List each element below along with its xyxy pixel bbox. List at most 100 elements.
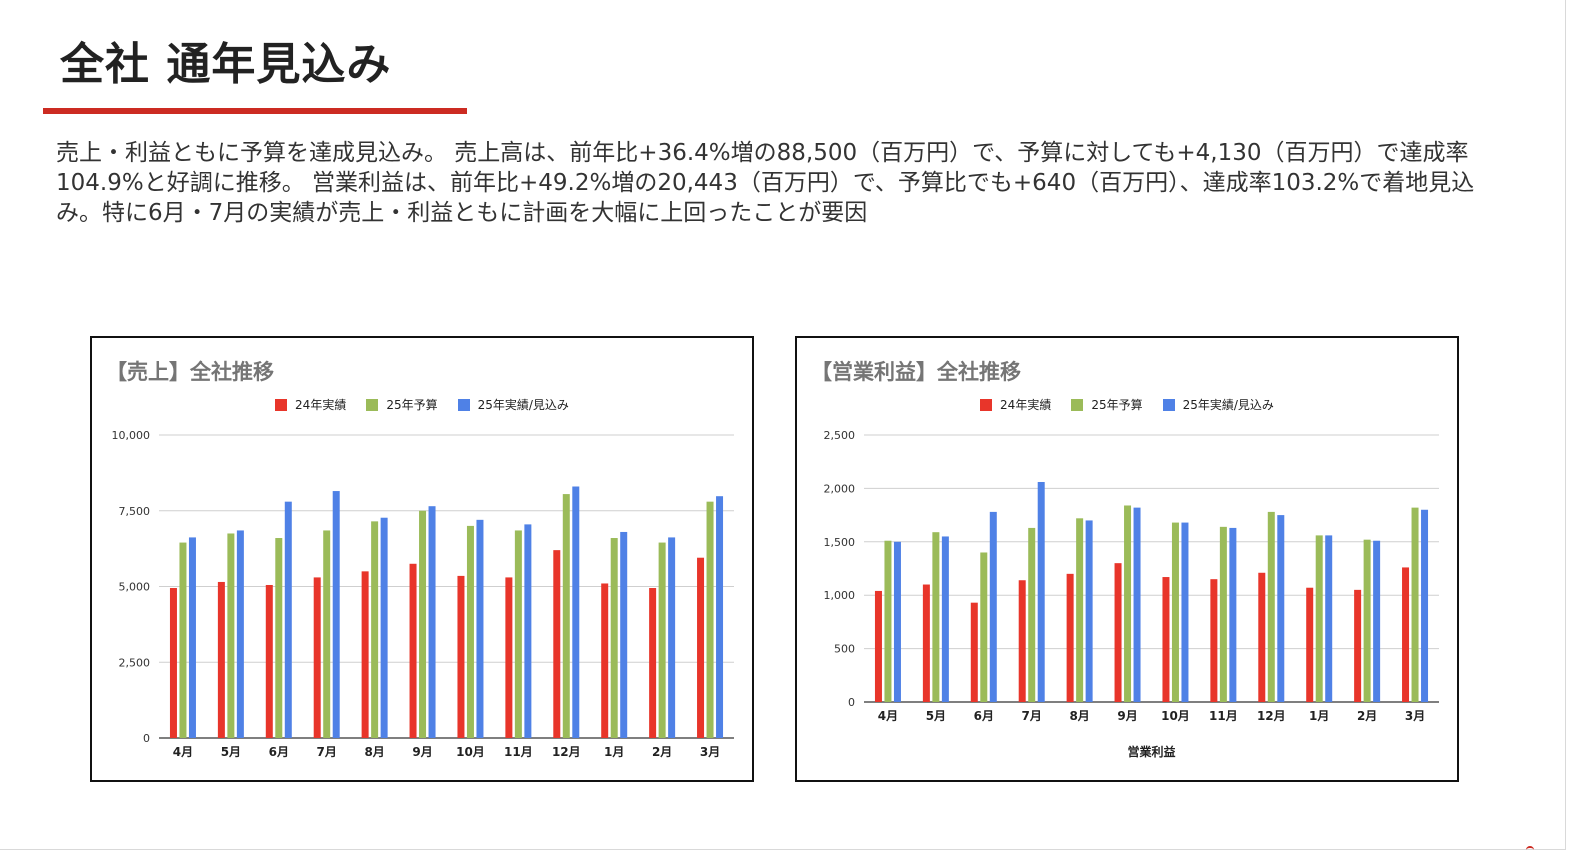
- bar: [428, 506, 436, 738]
- x-tick-label: 9月: [1117, 709, 1137, 723]
- bar: [313, 577, 321, 738]
- x-tick-label: 8月: [1069, 709, 1089, 723]
- bar: [716, 496, 724, 738]
- x-tick-label: 2月: [652, 745, 672, 759]
- bar: [1363, 539, 1371, 702]
- bar: [893, 541, 901, 702]
- bar: [188, 537, 196, 738]
- bar: [1210, 579, 1218, 702]
- bar: [874, 590, 882, 702]
- bar: [1411, 507, 1419, 702]
- bar: [1267, 511, 1275, 702]
- y-tick-label: 1,000: [824, 589, 856, 602]
- bar: [562, 494, 570, 738]
- bar: [419, 510, 427, 738]
- bar: [323, 530, 331, 738]
- corner-mark: [1526, 846, 1534, 854]
- legend-item: 24年実績: [980, 396, 1051, 413]
- bar: [466, 525, 474, 738]
- bar: [610, 538, 618, 738]
- legend-swatch: [275, 398, 288, 411]
- bar: [658, 542, 666, 738]
- bar: [236, 530, 244, 738]
- bar: [169, 588, 177, 738]
- bar: [932, 532, 940, 702]
- legend-item: 24年実績: [275, 396, 346, 413]
- y-tick-label: 500: [834, 643, 855, 656]
- x-tick-label: 10月: [456, 745, 485, 759]
- x-tick-label: 4月: [173, 745, 193, 759]
- x-tick-label: 12月: [1257, 709, 1286, 723]
- bar: [1037, 481, 1045, 702]
- legend-item: 25年予算: [366, 396, 438, 413]
- x-tick-label: 10月: [1161, 709, 1190, 723]
- bar: [1402, 567, 1410, 702]
- x-tick-label: 6月: [974, 709, 994, 723]
- bar: [524, 524, 532, 738]
- bar: [649, 588, 657, 738]
- bar: [1028, 527, 1036, 702]
- legend-item: 25年実績/見込み: [457, 396, 569, 413]
- bar: [284, 501, 292, 738]
- bar: [1219, 526, 1227, 702]
- legend-swatch: [980, 398, 993, 411]
- bar: [922, 584, 930, 702]
- legend-item: 25年実績/見込み: [1162, 396, 1274, 413]
- bar: [668, 537, 676, 738]
- bar: [941, 536, 949, 702]
- legend-label: 25年予算: [386, 398, 438, 412]
- y-tick-label: 7,500: [119, 505, 151, 518]
- x-tick-label: 3月: [1405, 709, 1425, 723]
- profit-chart: 【営業利益】全社推移 24年実績 25年予算 25年実績/見込み 0 500 1,000…: [795, 336, 1459, 782]
- bar: [361, 571, 369, 738]
- bar: [553, 550, 561, 738]
- chart-title: 【営業利益】全社推移: [811, 360, 1021, 384]
- bar: [1325, 535, 1333, 702]
- bar: [1114, 563, 1122, 702]
- x-tick-label: 11月: [504, 745, 533, 759]
- y-tick-label: 5,000: [119, 581, 151, 594]
- chart-plot: 0 2,500 5,000 7,500 10,000 4月 5月 6月 7月 8月 9月 10月 11月…: [112, 429, 734, 759]
- bar: [275, 538, 283, 738]
- bar: [620, 531, 628, 738]
- title-underline: [43, 108, 467, 114]
- legend-item: 25年予算: [1071, 396, 1143, 413]
- bar: [697, 557, 705, 738]
- legend-label: 24年実績: [1000, 398, 1052, 412]
- x-tick-label: 11月: [1209, 709, 1238, 723]
- x-tick-label: 6月: [269, 745, 289, 759]
- bar: [505, 577, 513, 738]
- bar: [227, 533, 235, 738]
- bar: [1277, 515, 1285, 702]
- x-tick-label: 1月: [604, 745, 624, 759]
- bar: [217, 581, 225, 738]
- bar: [179, 542, 187, 738]
- chart-legend: 24年実績 25年予算 25年実績/見込み: [797, 396, 1457, 413]
- bar: [1354, 589, 1362, 702]
- bar: [706, 501, 714, 738]
- bar: [1315, 535, 1323, 702]
- bar: [332, 491, 340, 738]
- bar: [1066, 573, 1074, 702]
- legend-label: 25年実績/見込み: [1182, 398, 1274, 412]
- bar: [1229, 527, 1237, 702]
- x-tick-label: 5月: [926, 709, 946, 723]
- x-tick-label: 8月: [364, 745, 384, 759]
- bar: [1018, 580, 1026, 702]
- legend-swatch: [366, 398, 379, 411]
- bar: [572, 486, 580, 738]
- bar: [989, 511, 997, 702]
- chart-legend: 24年実績 25年予算 25年実績/見込み: [92, 396, 752, 413]
- legend-label: 25年予算: [1091, 398, 1143, 412]
- legend-swatch: [1071, 398, 1084, 411]
- bar: [514, 530, 522, 738]
- x-tick-label: 9月: [412, 745, 432, 759]
- bar: [1181, 522, 1189, 702]
- page-title: 全社 通年見込み: [60, 39, 392, 90]
- bar: [380, 517, 388, 738]
- x-axis-title: 営業利益: [1127, 744, 1175, 759]
- x-tick-label: 3月: [700, 745, 720, 759]
- y-tick-label: 0: [848, 696, 855, 709]
- y-tick-label: 2,500: [824, 429, 856, 442]
- x-tick-label: 5月: [221, 745, 241, 759]
